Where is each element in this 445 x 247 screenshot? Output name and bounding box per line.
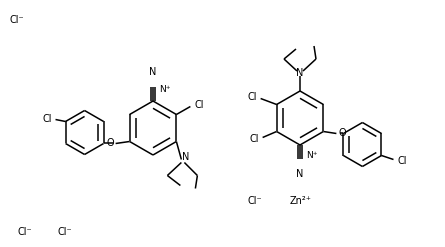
Text: Cl: Cl (247, 92, 257, 103)
Text: N: N (182, 151, 190, 162)
Text: Cl⁻: Cl⁻ (18, 227, 32, 237)
Text: N⁺: N⁺ (306, 151, 317, 161)
Text: N: N (296, 68, 303, 78)
Text: Cl: Cl (194, 101, 204, 110)
Text: Zn²⁺: Zn²⁺ (290, 196, 312, 206)
Text: N: N (296, 169, 303, 179)
Text: Cl⁻: Cl⁻ (248, 196, 263, 206)
Text: N: N (150, 67, 157, 77)
Text: Cl: Cl (249, 135, 259, 144)
Text: Cl: Cl (397, 156, 407, 165)
Text: N⁺: N⁺ (159, 85, 170, 95)
Text: Cl: Cl (42, 115, 52, 124)
Text: O: O (107, 139, 115, 148)
Text: O: O (338, 128, 346, 139)
Text: Cl⁻: Cl⁻ (58, 227, 73, 237)
Text: Cl⁻: Cl⁻ (10, 15, 24, 25)
